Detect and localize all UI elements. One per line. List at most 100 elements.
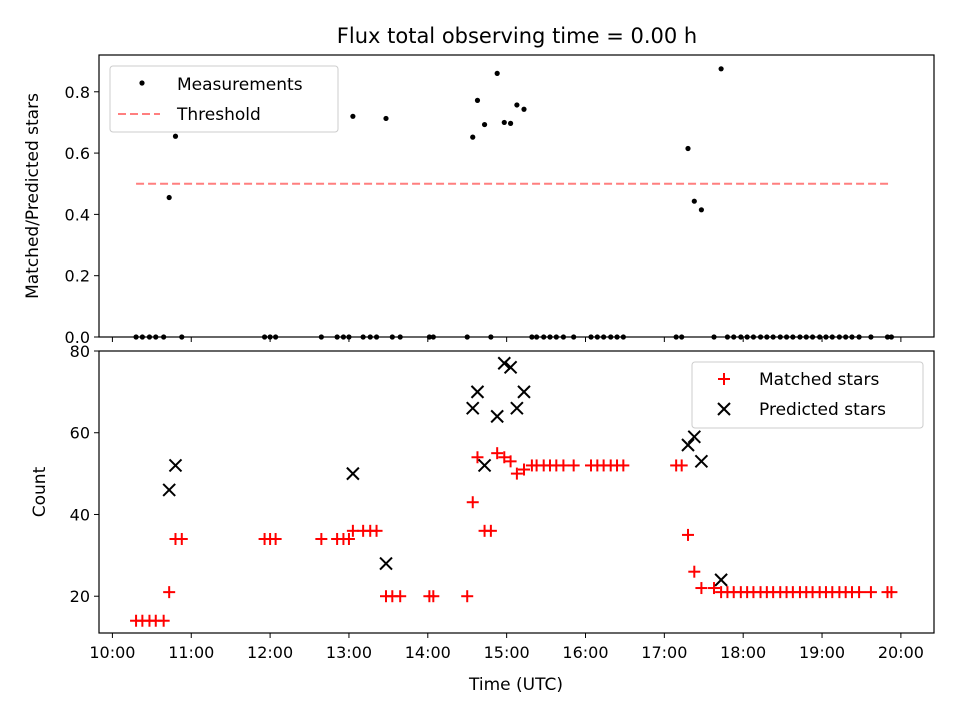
ratio-panel-frame [98,54,935,338]
predicted-star-point [168,458,183,473]
count-x-tick-label: 12:00 [247,643,293,662]
matched-star-point [617,459,630,472]
ratio-y-tick-label: 0.6 [65,144,90,163]
measurement-point [383,115,389,122]
ratio-y-axis-label: Matched/Predicted stars [23,93,43,299]
legend-measurements-marker [139,80,145,86]
ratio-y-tick-label: 0.0 [65,328,90,347]
matched-star-point [491,447,504,460]
measurement-point [501,119,507,126]
count-x-tick-label: 16:00 [562,643,608,662]
measurement-point [691,198,697,204]
matched-star-point [370,524,383,537]
matched-star-point [471,451,484,464]
predicted-star-point [681,438,695,452]
predicted-star-point [470,385,485,399]
matched-star-point [864,586,877,599]
measurement-point [685,145,691,152]
predicted-star-point [497,356,511,370]
matched-star-point [567,459,580,472]
count-x-tick-label: 13:00 [326,643,372,662]
legend-predicted-label: Predicted stars [759,400,886,420]
matched-star-point [269,533,282,545]
predicted-star-point [714,573,728,587]
measurement-point [718,66,724,72]
count-y-tick-label: 60 [70,424,90,443]
legend-threshold-label: Threshold [176,105,261,125]
count-legend-box [691,361,924,429]
count-legend: Matched stars Predicted stars [691,361,924,429]
matched-star-point [175,533,188,545]
top-chart-title: Flux total observing time = 0.00 h [337,24,697,48]
measurement-point [350,113,356,119]
count-x-tick-label: 15:00 [484,643,530,662]
matched-star-point [557,459,570,472]
count-x-tick-label: 11:00 [168,643,214,662]
matched-star-point [466,496,479,509]
matched-star-point [688,565,701,578]
ratio-y-tick-label: 0.8 [65,83,90,102]
matched-star-point [681,528,694,541]
ratio-y-tick-label: 0.2 [65,267,90,286]
predicted-star-point [503,360,518,375]
predicted-star-point [517,385,531,399]
count-x-tick-label: 14:00 [405,643,451,662]
predicted-star-point [477,458,492,473]
count-x-tick-label: 10:00 [89,643,135,662]
count-x-tick-label: 18:00 [720,643,766,662]
legend-predicted-marker [717,402,731,416]
measurement-point [166,194,172,201]
matched-star-point [695,582,708,595]
matched-star-point [517,463,530,476]
matched-star-point [315,533,328,545]
predicted-star-point [694,454,709,469]
count-x-tick-label: 17:00 [641,643,687,662]
measurement-point [172,133,179,139]
legend-matched-marker [718,373,730,385]
matched-star-point [853,586,866,599]
count-y-tick-label: 40 [70,505,90,524]
measurement-point [698,207,704,213]
legend-matched-label: Matched stars [759,370,879,390]
matched-star-point [342,533,355,545]
count-y-tick-label: 20 [70,587,90,606]
measurement-point [514,102,520,108]
matched-star-point [504,455,517,468]
predicted-star-point [346,466,360,481]
measurement-point [494,70,500,76]
measurement-point [507,120,514,126]
count-y-axis-label: Count [30,466,50,517]
count-y-tick-label: 80 [70,342,90,361]
ratio-y-tick-label: 0.4 [65,205,90,224]
measurement-point [481,121,488,128]
count-x-tick-label: 19:00 [799,643,845,662]
matched-star-point [885,586,898,599]
count-x-tick-label: 20:00 [878,643,924,662]
count-x-axis-label: Time (UTC) [468,675,563,695]
matched-star-point [461,590,474,603]
matched-star-point [498,451,511,464]
matched-star-point [675,459,688,472]
predicted-star-point [466,401,480,415]
measurement-point [470,134,476,140]
ratio-panel: 0.00.20.40.60.8 Matched/Predicted stars … [23,54,935,347]
count-panel: 20 40 60 80 10:00 11:00 12:00 13:00 14:00 15:00 16… [30,342,935,695]
count-panel-frame [98,350,935,634]
matched-star-point [346,524,359,537]
matched-star-point [427,590,440,603]
predicted-star-point [379,556,393,571]
matched-star-point [163,586,176,599]
matched-star-point [394,590,407,603]
ratio-legend-box [109,65,339,133]
measurement-point [521,106,527,112]
legend-measurements-label: Measurements [177,75,303,95]
matched-star-point [484,524,497,537]
matched-star-point [157,614,170,627]
measurement-point [474,97,481,103]
predicted-star-point [490,409,504,424]
predicted-star-point [510,401,524,415]
matched-star-point [708,582,721,595]
matched-star-point [510,467,523,480]
predicted-star-point [687,430,702,444]
